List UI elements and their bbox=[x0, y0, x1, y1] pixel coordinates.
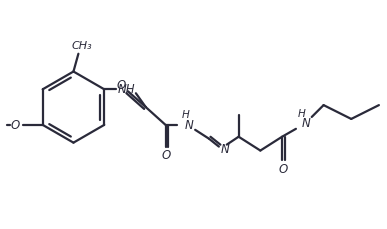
Text: O: O bbox=[116, 79, 126, 91]
Text: N: N bbox=[185, 119, 194, 132]
Text: O: O bbox=[162, 148, 171, 161]
Text: CH₃: CH₃ bbox=[71, 41, 92, 51]
Text: H: H bbox=[182, 109, 189, 120]
Text: O: O bbox=[279, 162, 288, 175]
Text: H: H bbox=[298, 109, 306, 118]
Text: NH: NH bbox=[117, 82, 135, 95]
Text: O: O bbox=[10, 119, 20, 132]
Text: N: N bbox=[221, 142, 229, 155]
Text: N: N bbox=[301, 117, 310, 130]
